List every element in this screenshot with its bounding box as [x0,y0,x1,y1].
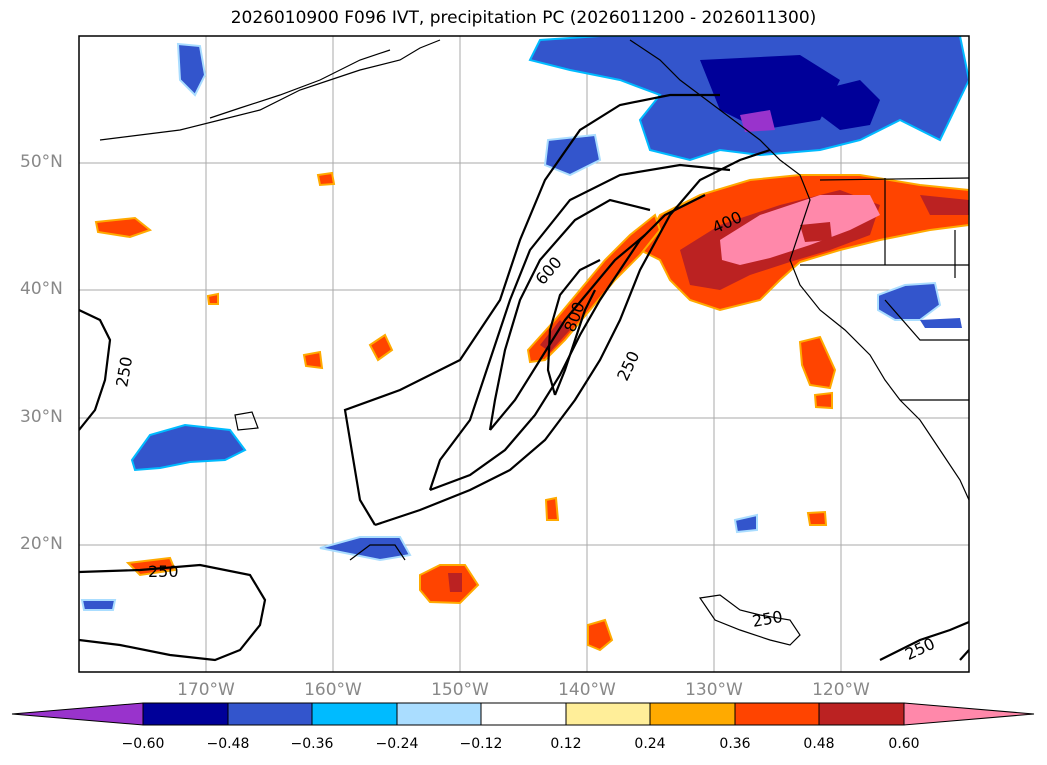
lon-label: 160°W [304,680,362,700]
colorbar-extend-low [11,702,144,726]
colorbar-tick-label: −0.60 [121,736,165,752]
colorbar-tick-label: −0.24 [375,736,419,752]
map-title: 2026010900 F096 IVT, precipitation PC (2… [230,8,817,28]
lat-label: 30°N [20,407,63,427]
colorbar-bin [649,702,736,726]
contour-label: 250 [112,355,136,388]
colorbar-tick-label: 0.36 [719,736,751,752]
contour-label: 600 [532,253,566,289]
colorbar-tick-label: −0.12 [459,736,503,752]
lon-label: 140°W [558,680,616,700]
contour-label-group: 250 250 250 250 250 400 600 800 [112,207,938,664]
lon-label: 120°W [812,680,870,700]
colorbar-tick-label: 0.24 [634,736,666,752]
contour-label: 250 [148,562,179,581]
ivt-contours [79,93,969,662]
colorbar-extend-high [903,702,1035,726]
colorbar-tick-label: −0.36 [290,736,334,752]
lat-label: 40°N [20,279,63,299]
lon-label: 130°W [685,680,743,700]
colorbar-bin [734,702,820,726]
colorbar-bin [480,702,567,726]
lon-label: 170°W [177,680,235,700]
colorbar-tick-label: −0.48 [206,736,250,752]
coastlines [99,39,969,646]
colorbar-bin [142,702,229,726]
map-frame [78,35,970,673]
colorbar-tick-label: 0.48 [803,736,835,752]
negative-anomaly-regions [80,36,969,611]
colorbar-bin [311,702,398,726]
contour-label: 250 [613,348,643,384]
colorbar-tick-label: 0.12 [550,736,582,752]
contour-label: 250 [751,607,784,631]
colorbar-bin [565,702,651,726]
lat-label: 50°N [20,152,63,172]
colorbar [11,702,1035,726]
positive-anomaly-regions [94,171,969,652]
contour-label: 250 [902,634,938,664]
colorbar-bin [227,702,313,726]
lon-label: 150°W [431,680,489,700]
colorbar-tick-label: 0.60 [888,736,920,752]
colorbar-bin [818,702,905,726]
lat-label: 20°N [20,534,63,554]
colorbar-bin [396,702,482,726]
